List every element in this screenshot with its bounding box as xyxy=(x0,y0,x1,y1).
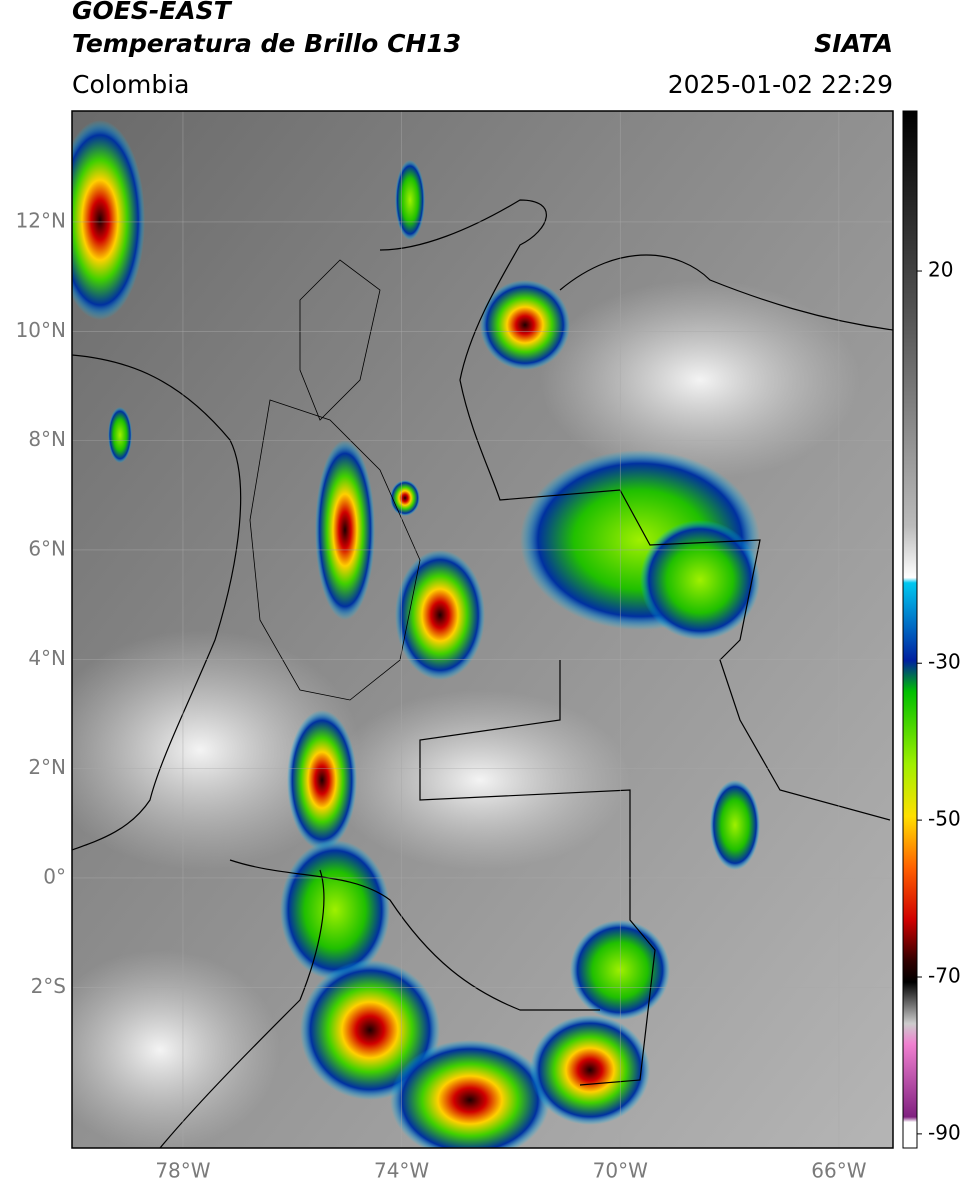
storm-cell xyxy=(395,550,485,680)
border-line xyxy=(419,660,656,1086)
storm-cell xyxy=(640,520,760,640)
colorbar-tick-label: -30 xyxy=(928,650,961,674)
dept-line xyxy=(299,259,381,421)
storm-cell xyxy=(72,120,145,320)
storm-cell xyxy=(108,407,132,463)
lon-tick-label: 70°W xyxy=(593,1159,648,1183)
lon-tick-label: 74°W xyxy=(374,1159,429,1183)
colorbar-tick-label: -70 xyxy=(928,963,961,987)
storm-cell xyxy=(395,160,425,240)
border-line xyxy=(159,869,325,1148)
cloud xyxy=(540,280,860,480)
storm-cell xyxy=(390,1040,550,1148)
storm-cell xyxy=(280,840,390,980)
agency: SIATA xyxy=(814,29,893,58)
lon-tick-label: 78°W xyxy=(155,1159,210,1183)
lat-tick-label: 8°N xyxy=(28,427,66,451)
lat-tick-label: 4°N xyxy=(28,646,66,670)
satellite-image xyxy=(72,111,893,1148)
region: Colombia xyxy=(72,70,189,99)
storm-cell xyxy=(530,1015,650,1125)
map-frame xyxy=(71,110,894,1149)
storm-cell xyxy=(300,960,440,1100)
satellite-title: GOES-EAST xyxy=(72,0,233,25)
lat-tick-label: 0° xyxy=(43,864,66,888)
graticule xyxy=(72,111,893,1148)
border-line xyxy=(229,859,600,1011)
dept-line xyxy=(249,399,421,701)
coastline xyxy=(559,254,893,331)
colorbar-tick-label: 20 xyxy=(928,258,953,282)
storm-cell xyxy=(710,780,760,870)
datetime: 2025-01-02 22:29 xyxy=(668,70,893,99)
lat-tick-label: 2°S xyxy=(31,974,66,998)
lat-tick-label: 6°N xyxy=(28,536,66,560)
borders xyxy=(72,199,893,1148)
colorbar xyxy=(902,110,918,1149)
lat-tick-label: 12°N xyxy=(16,208,66,232)
colorbar-tick-label: -50 xyxy=(928,807,961,831)
lat-tick-label: 2°N xyxy=(28,755,66,779)
colorbar-tick-label: -90 xyxy=(928,1120,961,1144)
cloud xyxy=(72,950,280,1148)
lon-tick-label: 66°W xyxy=(811,1159,866,1183)
storm-cell xyxy=(480,280,570,370)
storm-cell xyxy=(390,480,420,516)
storm-cell xyxy=(287,710,357,850)
product-title: Temperatura de Brillo CH13 xyxy=(72,29,461,58)
coastline xyxy=(72,354,242,851)
cloud xyxy=(72,630,360,870)
storm-cell xyxy=(315,440,375,620)
cloud xyxy=(330,690,630,870)
border-line xyxy=(379,199,891,821)
lat-tick-label: 10°N xyxy=(16,318,66,342)
